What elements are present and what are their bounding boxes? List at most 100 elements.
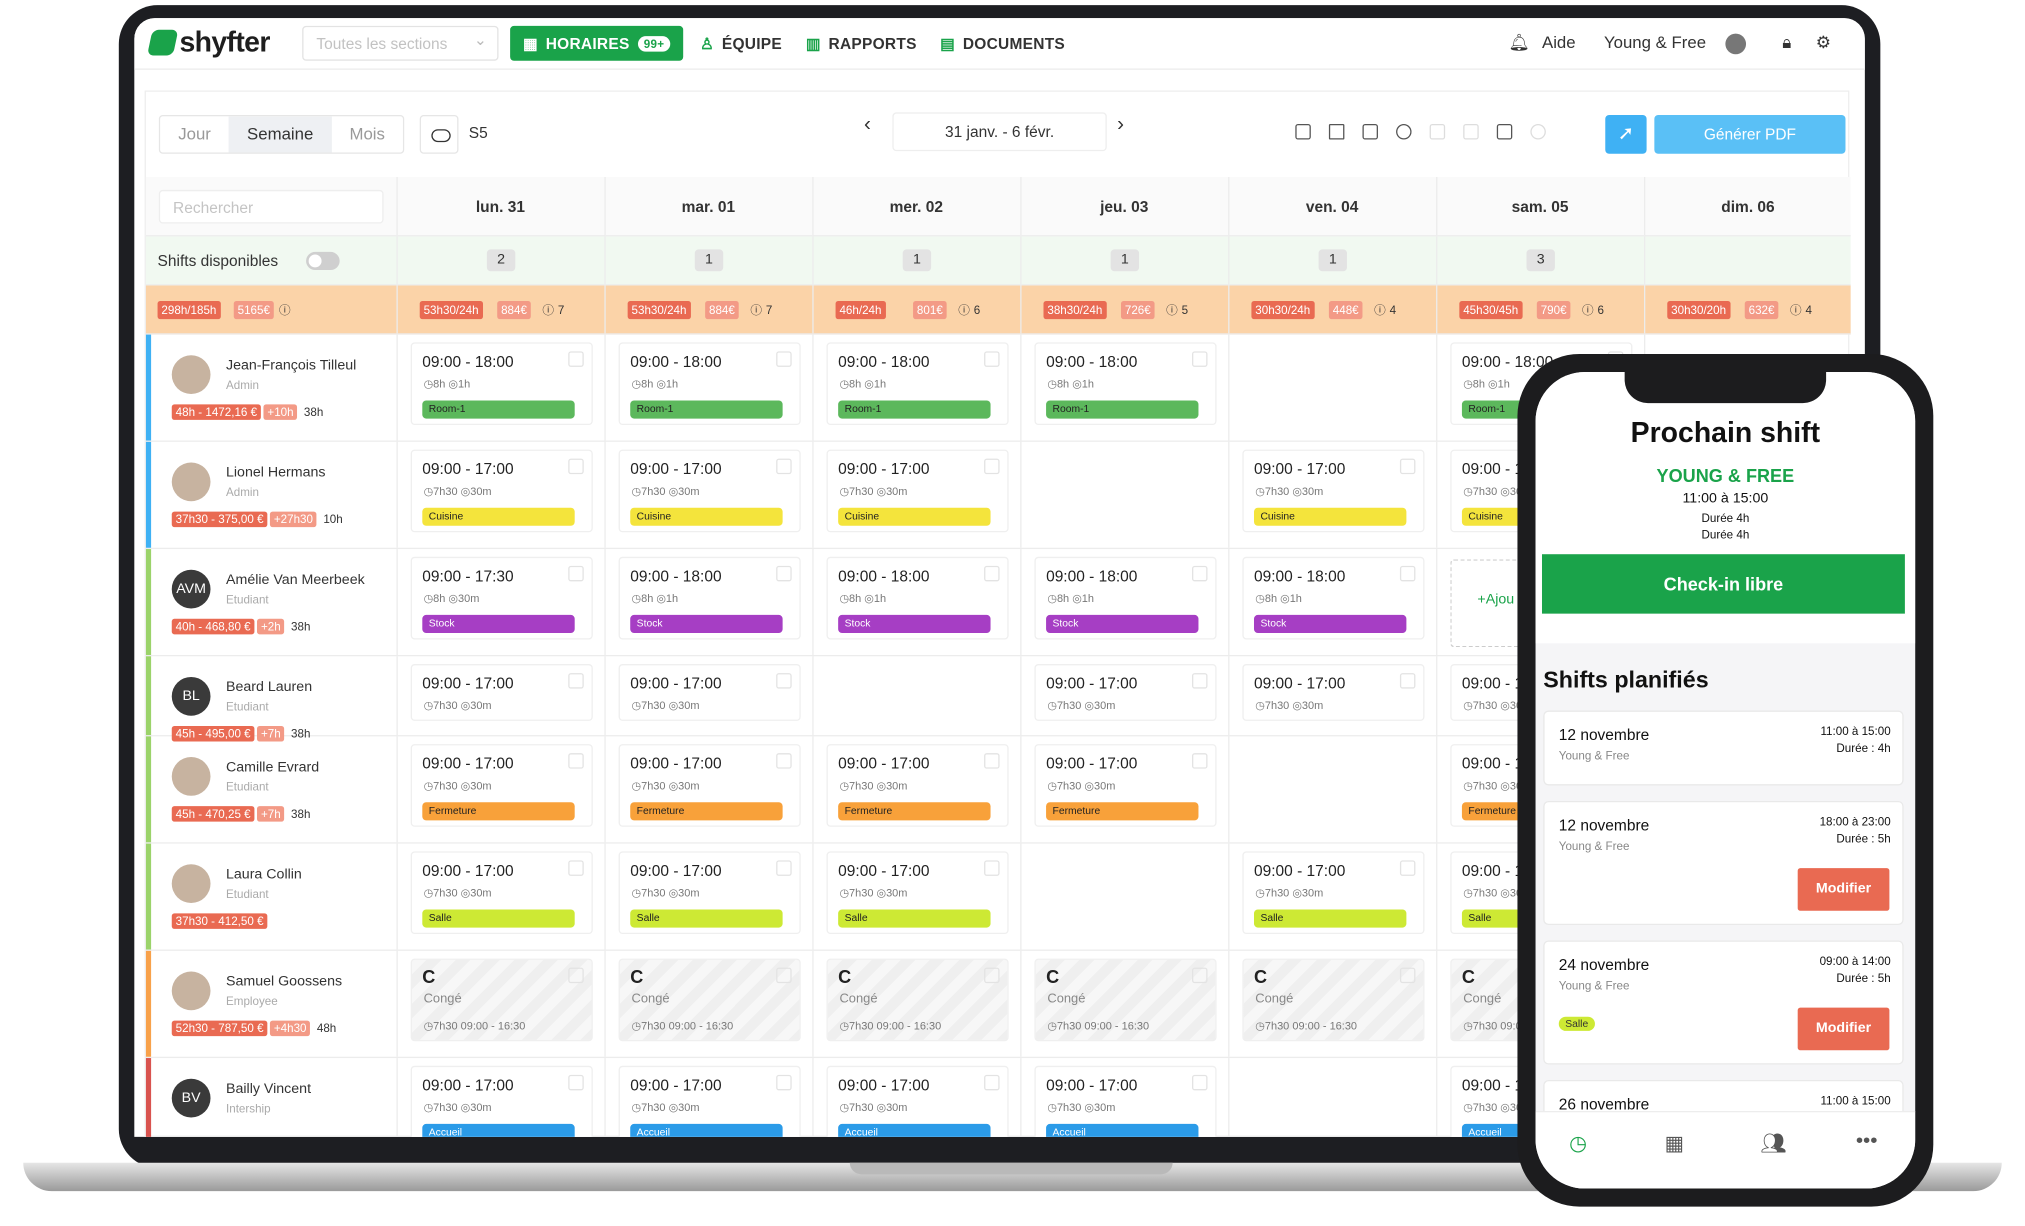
shift-card[interactable]: 09:00 - 17:00 ◷7h30 ◎30m Accueil xyxy=(618,1065,801,1137)
team-icon[interactable]: 👥︎ xyxy=(1760,1132,1787,1155)
day-cell[interactable]: 09:00 - 18:00 ◷8h ◎1h Room-1 xyxy=(604,334,812,441)
day-cell[interactable]: 09:00 - 17:00 ◷7h30 ◎30m Cuisine xyxy=(604,441,812,548)
select-checkbox[interactable] xyxy=(1192,753,1208,769)
leave-card[interactable]: C Congé ◷7h30 09:00 - 16:30 xyxy=(826,958,1009,1042)
leave-card[interactable]: C Congé ◷7h30 09:00 - 16:30 xyxy=(618,958,801,1042)
select-checkbox[interactable] xyxy=(984,860,1000,876)
view-day[interactable]: Jour xyxy=(178,124,211,144)
select-checkbox[interactable] xyxy=(776,1074,792,1091)
bell-icon[interactable]: 🔔︎ xyxy=(1508,32,1530,52)
shift-card[interactable]: 09:00 - 17:00 ◷7h30 ◎30m xyxy=(410,664,593,721)
select-checkbox[interactable] xyxy=(1192,565,1208,582)
day-cell[interactable]: 09:00 - 17:00 ◷7h30 ◎30m Accueil xyxy=(604,1058,812,1137)
day-cell[interactable]: 09:00 - 17:30 ◷8h ◎30m Stock xyxy=(396,549,604,655)
day-cell[interactable]: 09:00 - 17:00 ◷7h30 ◎30m Accueil xyxy=(396,1058,604,1137)
shift-card[interactable]: 09:00 - 17:00 ◷7h30 ◎30m Accueil xyxy=(826,1065,1009,1137)
shift-card[interactable]: 09:00 - 18:00 ◷8h ◎1h Stock xyxy=(826,556,1009,640)
nav-equipe[interactable]: ♙ ÉQUIPE xyxy=(699,34,782,53)
day-cell[interactable]: 09:00 - 17:00 ◷7h30 ◎30m Salle xyxy=(1228,843,1436,950)
day-cell[interactable]: C Congé ◷7h30 09:00 - 16:30 xyxy=(604,950,812,1057)
select-checkbox[interactable] xyxy=(1192,967,1208,984)
nav-rapports[interactable]: ▥ RAPPORTS xyxy=(805,34,917,53)
more-icon[interactable]: ••• xyxy=(1855,1130,1878,1153)
select-checkbox[interactable] xyxy=(1399,565,1416,582)
select-checkbox[interactable] xyxy=(984,565,1000,582)
select-checkbox[interactable] xyxy=(776,351,792,367)
select-checkbox[interactable] xyxy=(776,753,792,769)
day-cell[interactable] xyxy=(1228,1058,1436,1137)
lock-icon[interactable]: 🔒︎ xyxy=(1782,32,1792,52)
next-week-icon[interactable]: › xyxy=(1117,113,1124,136)
day-cell[interactable] xyxy=(1020,441,1228,548)
shift-card[interactable]: 09:00 - 18:00 ◷8h ◎1h Stock xyxy=(618,556,801,640)
modify-button[interactable]: Modifier xyxy=(1797,868,1890,911)
day-cell[interactable]: 09:00 - 17:00 ◷7h30 ◎30m Salle xyxy=(812,843,1020,950)
day-cell[interactable]: 09:00 - 17:00 ◷7h30 ◎30m Salle xyxy=(604,843,812,950)
section-select[interactable]: Toutes les sections xyxy=(302,25,499,61)
employee-cell[interactable]: BL Beard Lauren Etudiant 45h - 495,00 € +7h 3… xyxy=(145,656,397,742)
day-cell[interactable]: 09:00 - 18:00 ◷8h ◎1h Stock xyxy=(812,549,1020,655)
shift-card[interactable]: 09:00 - 17:00 ◷7h30 ◎30m Cuisine xyxy=(1242,449,1425,533)
select-checkbox[interactable] xyxy=(984,967,1000,984)
shift-card[interactable]: 09:00 - 17:00 ◷7h30 ◎30m xyxy=(1034,664,1217,721)
day-cell[interactable]: 09:00 - 18:00 ◷8h ◎1h Room-1 xyxy=(396,334,604,441)
date-range[interactable]: 31 janv. - 6 févr. xyxy=(892,112,1107,152)
employee-cell[interactable]: Jean-François Tilleul Admin 48h - 1472,16 … xyxy=(145,334,397,441)
calendar-icon[interactable]: ▦ xyxy=(1664,1132,1685,1155)
select-checkbox[interactable] xyxy=(776,967,792,984)
day-cell[interactable] xyxy=(812,656,1020,736)
select-checkbox[interactable] xyxy=(568,753,584,769)
day-cell[interactable]: 09:00 - 18:00 ◷8h ◎1h Room-1 xyxy=(812,334,1020,441)
download-icon[interactable] xyxy=(1396,124,1412,140)
leave-card[interactable]: C Congé ◷7h30 09:00 - 16:30 xyxy=(1034,958,1217,1042)
select-checkbox[interactable] xyxy=(1399,458,1416,475)
avatar[interactable] xyxy=(1725,33,1747,55)
available-count[interactable]: 1 xyxy=(1318,249,1347,272)
shift-card[interactable]: 09:00 - 17:30 ◷8h ◎30m Stock xyxy=(410,556,593,640)
shyfter-logo[interactable]: shyfter xyxy=(147,26,270,60)
modify-button[interactable]: Modifier xyxy=(1797,1007,1890,1051)
day-cell[interactable]: C Congé ◷7h30 09:00 - 16:30 xyxy=(812,950,1020,1057)
available-count[interactable]: 1 xyxy=(1110,249,1140,272)
select-checkbox[interactable] xyxy=(1192,351,1208,367)
planned-shift-card[interactable]: 12 novembre Young & Free 18:00 à 23:00 Duré… xyxy=(1543,800,1904,925)
day-cell[interactable]: 09:00 - 17:00 ◷7h30 ◎30m Cuisine xyxy=(812,441,1020,548)
select-checkbox[interactable] xyxy=(984,351,1000,367)
available-count[interactable]: 2 xyxy=(486,249,516,272)
shift-card[interactable]: 09:00 - 17:00 ◷7h30 ◎30m Salle xyxy=(826,851,1009,935)
select-checkbox[interactable] xyxy=(776,673,792,689)
save-icon[interactable] xyxy=(1362,124,1378,140)
day-cell[interactable]: 09:00 - 18:00 ◷8h ◎1h Stock xyxy=(1020,549,1228,655)
print-icon[interactable] xyxy=(1328,124,1345,140)
day-cell[interactable]: 09:00 - 17:00 ◷7h30 ◎30m Fermeture xyxy=(604,736,812,843)
day-cell[interactable]: 09:00 - 17:00 ◷7h30 ◎30m xyxy=(1228,656,1436,736)
employee-cell[interactable]: Laura Collin Etudiant 37h30 - 412,50 € xyxy=(145,843,397,950)
day-cell[interactable] xyxy=(1020,843,1228,950)
shift-card[interactable]: 09:00 - 18:00 ◷8h ◎1h Room-1 xyxy=(1034,342,1217,426)
select-checkbox[interactable] xyxy=(984,1074,1000,1091)
shift-card[interactable]: 09:00 - 17:00 ◷7h30 ◎30m Cuisine xyxy=(618,449,801,533)
search-input[interactable]: Rechercher xyxy=(158,189,384,224)
nav-documents[interactable]: ▤ DOCUMENTS xyxy=(940,34,1066,53)
select-checkbox[interactable] xyxy=(1192,1074,1208,1091)
shift-card[interactable]: 09:00 - 18:00 ◷8h ◎1h Stock xyxy=(1242,556,1425,640)
shift-card[interactable]: 09:00 - 17:00 ◷7h30 ◎30m Fermeture xyxy=(826,744,1009,827)
employee-cell[interactable]: Samuel Goossens Employee 52h30 - 787,50 € +… xyxy=(145,950,397,1057)
select-checkbox[interactable] xyxy=(568,1074,584,1091)
leave-card[interactable]: C Congé ◷7h30 09:00 - 16:30 xyxy=(410,958,593,1042)
day-cell[interactable]: 09:00 - 17:00 ◷7h30 ◎30m xyxy=(1020,656,1228,736)
shift-card[interactable]: 09:00 - 17:00 ◷7h30 ◎30m Accueil xyxy=(1034,1065,1217,1137)
shift-card[interactable]: 09:00 - 17:00 ◷7h30 ◎30m Salle xyxy=(1242,851,1425,935)
clear-icon[interactable] xyxy=(1530,124,1546,140)
checkin-button[interactable]: Check-in libre xyxy=(1541,554,1905,614)
planned-shift-card[interactable]: 24 novembre Young & Free 09:00 à 14:00 Duré… xyxy=(1543,940,1904,1065)
day-cell[interactable]: 09:00 - 17:00 ◷7h30 ◎30m xyxy=(396,656,604,736)
help-link[interactable]: Aide xyxy=(1541,32,1576,52)
select-checkbox[interactable] xyxy=(984,753,1000,769)
available-count[interactable]: 1 xyxy=(902,249,932,272)
employee-cell[interactable]: Lionel Hermans Admin 37h30 - 375,00 € +27h3… xyxy=(145,441,397,548)
day-cell[interactable]: 09:00 - 17:00 ◷7h30 ◎30m Accueil xyxy=(1020,1058,1228,1137)
shift-card[interactable]: 09:00 - 18:00 ◷8h ◎1h Room-1 xyxy=(618,342,801,426)
day-cell[interactable]: C Congé ◷7h30 09:00 - 16:30 xyxy=(1228,950,1436,1057)
shift-card[interactable]: 09:00 - 17:00 ◷7h30 ◎30m xyxy=(618,664,801,721)
